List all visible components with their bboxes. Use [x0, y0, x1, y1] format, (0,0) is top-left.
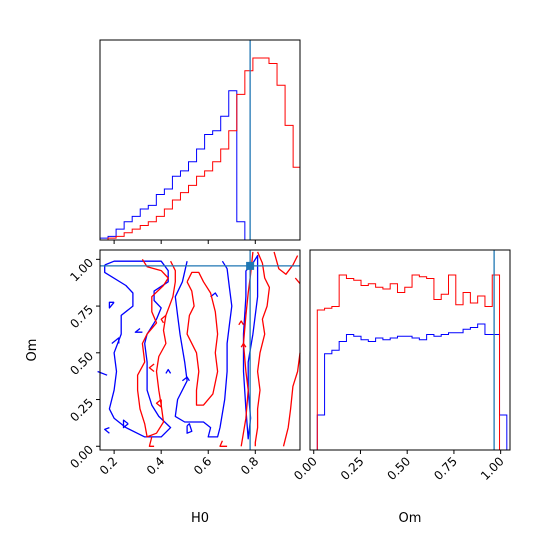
contours-red [136, 251, 301, 447]
y-axis-label-om: Om [25, 339, 40, 362]
om-y-tick-label: 0.00 [67, 442, 96, 471]
contour-blue [122, 419, 129, 429]
contour-red [254, 251, 271, 447]
om-histogram-blue [310, 323, 508, 451]
om-y-tick-label: 0.25 [67, 396, 96, 425]
contour-red [240, 342, 247, 348]
h0-hist-red-line [100, 57, 301, 241]
h0-hist-blue-line [99, 90, 300, 241]
contour-red [273, 251, 299, 275]
contour-blue [111, 337, 120, 345]
om-histogram-red [310, 274, 507, 451]
contour-red [136, 258, 176, 438]
contour-red [148, 436, 155, 447]
contour-blue [186, 423, 193, 434]
om-x-tick-label: 0.25 [338, 454, 367, 483]
h0-marginal-panel [99, 39, 301, 244]
om-marginal-frame [309, 249, 511, 451]
om-y-tick-label: 0.75 [67, 302, 96, 331]
joint-frame [99, 249, 301, 451]
contour-blue [134, 327, 143, 333]
contour-blue [181, 376, 190, 382]
contour-red [155, 398, 162, 408]
om-x-ticks: 0.00 0.25 0.50 0.75 1.00 [291, 450, 507, 483]
h0-histogram-red [100, 57, 301, 241]
contours-blue [97, 254, 259, 440]
x-axis-label-om: Om [399, 511, 422, 526]
h0-x-tick-label: 0.6 [191, 454, 214, 477]
contour-blue [174, 260, 233, 438]
h0-marginal-frame [99, 39, 301, 241]
om-x-tick-label: 0.75 [431, 454, 460, 483]
contour-red [186, 271, 219, 406]
h0-histogram-blue [99, 90, 300, 241]
om-y-tick-label: 0.50 [67, 349, 96, 378]
contour-red [238, 320, 245, 326]
om-x-tick-label: 1.00 [478, 454, 507, 483]
contour-blue [165, 368, 172, 374]
x-axis-label-h0: H0 [191, 511, 209, 526]
contour-red [219, 440, 228, 447]
joint-contour-panel: 0.2 0.4 0.6 0.8 0.00 0.25 0.50 0.75 1.00 H0 Om [25, 249, 301, 526]
joint-x-ticks: 0.2 0.4 0.6 0.8 [97, 450, 261, 478]
contour-blue [108, 301, 115, 309]
contour-blue [97, 370, 108, 376]
contour-blue [104, 426, 110, 434]
contour-blue [104, 260, 172, 438]
contour-red [148, 363, 155, 373]
om-hist-blue-line [310, 323, 508, 451]
h0-marginal-ticks [113, 240, 256, 244]
joint-truth-lines [100, 250, 300, 450]
h0-x-tick-label: 0.4 [144, 454, 167, 477]
contour-red [160, 314, 167, 324]
joint-truth-point [246, 261, 255, 270]
om-hist-red-line [310, 274, 507, 451]
h0-x-tick-label: 0.8 [238, 454, 261, 477]
contour-blue [210, 292, 219, 298]
contour-red [282, 352, 301, 447]
om-marginal-panel: 0.00 0.25 0.50 0.75 1.00 Om [291, 249, 511, 526]
joint-y-ticks: 0.00 0.25 0.50 0.75 1.00 [67, 256, 100, 471]
om-x-tick-label: 0.50 [385, 454, 414, 483]
om-x-tick-label: 0.00 [291, 454, 320, 483]
om-y-tick-label: 1.00 [67, 256, 96, 285]
contour-red [294, 277, 301, 285]
h0-x-tick-label: 0.2 [97, 454, 120, 477]
